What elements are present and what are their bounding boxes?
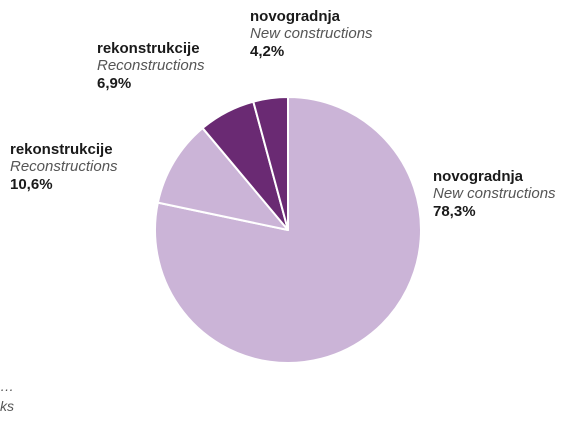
label-en: New constructions [250,25,373,43]
label-percent: 78,3% [433,202,476,220]
label-en: New constructions [433,185,556,203]
label-new-constructions-small: novogradnja New constructions 4,2% [250,8,373,60]
label-hr: rekonstrukcije [97,40,200,57]
label-hr: rekonstrukcije [10,141,113,158]
label-reconstructions-small: rekonstrukcije Reconstructions 6,9% [97,40,205,92]
label-reconstructions-large: rekonstrukcije Reconstructions 10,6% [10,141,118,193]
label-new-constructions-large: novogradnja New constructions 78,3% [433,168,556,220]
label-hr: novogradnja [250,8,341,25]
label-hr: novogradnja [433,168,524,185]
cropped-text-fragment: … [0,378,14,394]
label-percent: 10,6% [10,175,53,193]
pie-slice-3 [252,96,289,231]
label-en: Reconstructions [97,57,205,75]
pie-slice-1 [156,127,289,231]
label-percent: 6,9% [97,74,132,92]
label-percent: 4,2% [250,42,285,60]
cropped-text-fragment: ks [0,398,14,414]
pie-slices [154,96,422,364]
label-en: Reconstructions [10,158,118,176]
